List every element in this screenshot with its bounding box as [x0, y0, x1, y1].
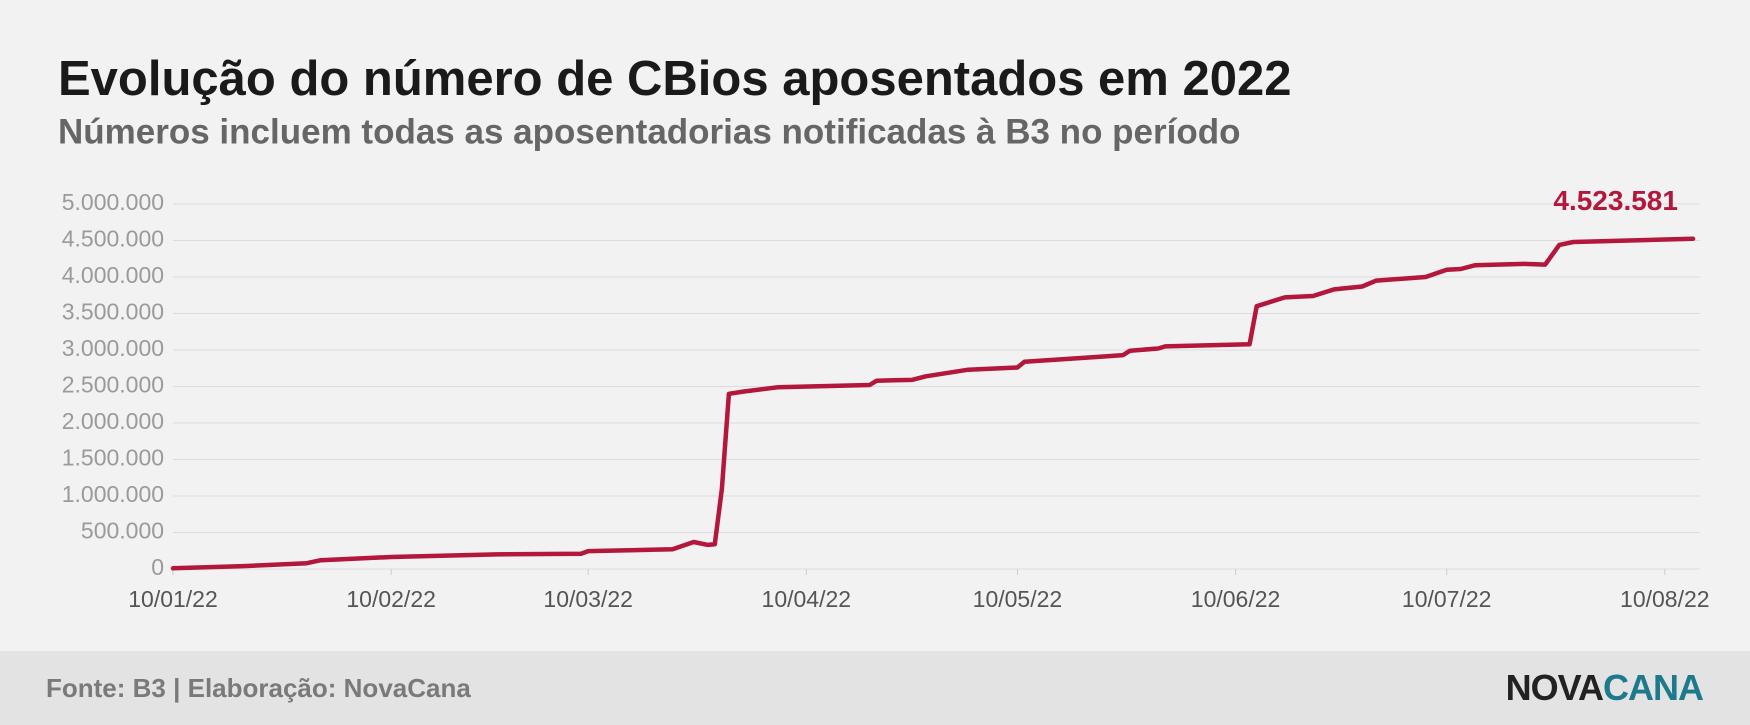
x-tick-label: 10/01/22 — [128, 586, 218, 612]
logo-part: CANA — [1603, 667, 1704, 708]
x-tick-label: 10/08/22 — [1620, 586, 1710, 612]
y-tick-label: 500.000 — [81, 518, 164, 544]
x-tick-label: 10/07/22 — [1402, 586, 1492, 612]
y-tick-label: 3.000.000 — [62, 335, 164, 361]
chart-title: Evolução do número de CBios aposentados … — [58, 52, 1292, 106]
y-tick-label: 4.000.000 — [62, 262, 164, 288]
y-tick-label: 1.000.000 — [62, 481, 164, 507]
chart-subtitle: Números incluem todas as aposentadorias … — [58, 112, 1241, 151]
x-tick-label: 10/04/22 — [762, 586, 852, 612]
y-tick-label: 3.500.000 — [62, 299, 164, 325]
x-tick-label: 10/02/22 — [346, 586, 436, 612]
value-label: 4.523.581 — [1553, 185, 1678, 216]
y-tick-label: 5.000.000 — [62, 189, 164, 215]
x-tick-label: 10/06/22 — [1191, 586, 1281, 612]
logo-part: NOVA — [1506, 667, 1604, 708]
source: Fonte: B3 | Elaboração: NovaCana — [46, 673, 471, 703]
y-tick-label: 0 — [151, 554, 164, 580]
line — [170, 236, 1696, 571]
y-tick-label: 2.500.000 — [62, 372, 164, 398]
x-tick-label: 10/05/22 — [973, 586, 1063, 612]
logo: NOVACANA — [1506, 667, 1704, 708]
footer — [0, 651, 1750, 725]
x-tick-label: 10/03/22 — [543, 586, 633, 612]
y-tick-label: 4.500.000 — [62, 226, 164, 252]
y-tick-label: 2.000.000 — [62, 408, 164, 434]
y-tick-label: 1.500.000 — [62, 445, 164, 471]
background — [0, 0, 1750, 651]
